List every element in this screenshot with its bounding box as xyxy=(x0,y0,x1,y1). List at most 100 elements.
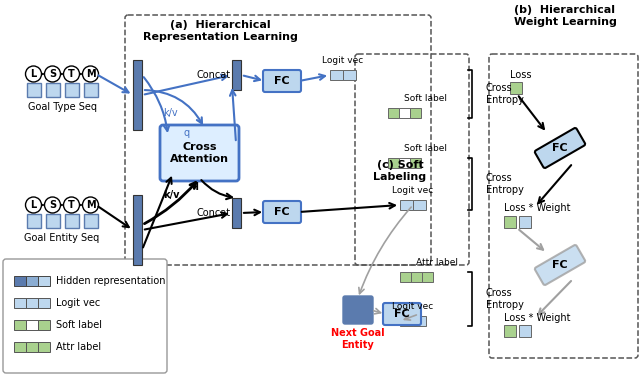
Bar xyxy=(410,158,421,168)
Bar xyxy=(413,200,426,210)
Bar xyxy=(65,83,79,97)
Text: M: M xyxy=(86,69,95,79)
Bar xyxy=(330,70,343,80)
Circle shape xyxy=(83,66,99,82)
Bar xyxy=(399,158,410,168)
Text: k/v: k/v xyxy=(163,190,179,200)
Text: Goal Entity Seq: Goal Entity Seq xyxy=(24,233,100,243)
Text: (a)  Hierarchical
Representation Learning: (a) Hierarchical Representation Learning xyxy=(143,20,298,42)
Bar xyxy=(519,216,531,228)
Bar xyxy=(422,272,433,282)
Bar xyxy=(83,83,97,97)
Text: Soft label: Soft label xyxy=(404,94,447,103)
Text: Next Goal
Entity: Next Goal Entity xyxy=(331,328,385,350)
Text: FC: FC xyxy=(274,76,290,86)
Circle shape xyxy=(63,197,79,213)
Bar xyxy=(510,82,522,94)
Text: Cross
Entropy: Cross Entropy xyxy=(486,173,524,195)
Text: Cross
Entropy: Cross Entropy xyxy=(486,83,524,105)
Text: T: T xyxy=(68,69,75,79)
Text: Logit vec: Logit vec xyxy=(323,56,364,65)
Bar xyxy=(14,276,26,286)
Bar xyxy=(38,320,50,330)
FancyBboxPatch shape xyxy=(3,259,167,373)
Bar xyxy=(133,60,142,130)
Text: Soft label: Soft label xyxy=(404,144,447,153)
Text: Logit vec: Logit vec xyxy=(392,186,434,195)
Text: k/v: k/v xyxy=(163,108,178,118)
FancyBboxPatch shape xyxy=(383,303,421,325)
Text: S: S xyxy=(49,200,56,210)
Bar xyxy=(38,276,50,286)
Text: Logit vec: Logit vec xyxy=(392,302,434,311)
FancyBboxPatch shape xyxy=(263,70,301,92)
Text: Loss * Weight: Loss * Weight xyxy=(504,203,570,213)
Text: FC: FC xyxy=(552,260,568,270)
Text: Logit vec: Logit vec xyxy=(56,298,100,308)
Bar xyxy=(399,108,410,118)
Bar xyxy=(83,214,97,228)
Bar xyxy=(14,298,26,308)
Bar xyxy=(38,298,50,308)
Text: Cross
Entropy: Cross Entropy xyxy=(486,288,524,310)
Bar xyxy=(26,298,38,308)
Bar xyxy=(45,83,60,97)
Bar xyxy=(400,316,413,326)
Bar xyxy=(413,316,426,326)
Text: Attr label: Attr label xyxy=(56,342,101,352)
Circle shape xyxy=(63,66,79,82)
Text: FC: FC xyxy=(552,143,568,153)
Bar xyxy=(26,83,40,97)
Bar xyxy=(14,320,26,330)
Circle shape xyxy=(83,197,99,213)
Bar xyxy=(232,198,241,228)
Text: L: L xyxy=(30,69,36,79)
Text: Loss: Loss xyxy=(510,70,531,80)
Circle shape xyxy=(26,197,42,213)
Text: (c) Soft
Labeling: (c) Soft Labeling xyxy=(373,160,427,181)
Bar xyxy=(388,108,399,118)
Text: S: S xyxy=(49,69,56,79)
Bar xyxy=(388,158,399,168)
Text: Concat: Concat xyxy=(197,208,231,218)
Bar xyxy=(400,272,411,282)
Bar xyxy=(26,276,38,286)
Bar xyxy=(411,272,422,282)
FancyBboxPatch shape xyxy=(343,296,373,324)
Bar xyxy=(38,342,50,352)
Text: FC: FC xyxy=(274,207,290,217)
Bar xyxy=(26,320,38,330)
Bar xyxy=(26,214,40,228)
Text: Concat: Concat xyxy=(197,70,231,80)
FancyBboxPatch shape xyxy=(535,245,585,285)
Bar xyxy=(519,325,531,337)
Text: Attr label: Attr label xyxy=(416,258,458,267)
Bar xyxy=(26,342,38,352)
Text: (b)  Hierarchical
Weight Learning: (b) Hierarchical Weight Learning xyxy=(513,5,616,26)
Bar xyxy=(400,200,413,210)
Bar xyxy=(232,60,241,90)
Text: Cross
Attention: Cross Attention xyxy=(170,142,229,164)
Text: T: T xyxy=(68,200,75,210)
FancyBboxPatch shape xyxy=(535,128,585,168)
Text: L: L xyxy=(30,200,36,210)
Bar xyxy=(133,195,142,265)
Text: Soft label: Soft label xyxy=(56,320,102,330)
Bar xyxy=(343,70,356,80)
Text: q: q xyxy=(183,128,189,138)
Bar xyxy=(14,342,26,352)
Text: Loss * Weight: Loss * Weight xyxy=(504,313,570,323)
Bar xyxy=(65,214,79,228)
Text: FC: FC xyxy=(394,309,410,319)
Circle shape xyxy=(45,66,61,82)
Text: Goal Type Seq: Goal Type Seq xyxy=(28,102,97,112)
Text: q: q xyxy=(192,180,199,190)
Bar xyxy=(504,325,516,337)
Text: Hidden representation: Hidden representation xyxy=(56,276,166,286)
Circle shape xyxy=(45,197,61,213)
FancyBboxPatch shape xyxy=(160,125,239,181)
Text: M: M xyxy=(86,200,95,210)
Circle shape xyxy=(26,66,42,82)
Bar xyxy=(45,214,60,228)
Bar xyxy=(504,216,516,228)
